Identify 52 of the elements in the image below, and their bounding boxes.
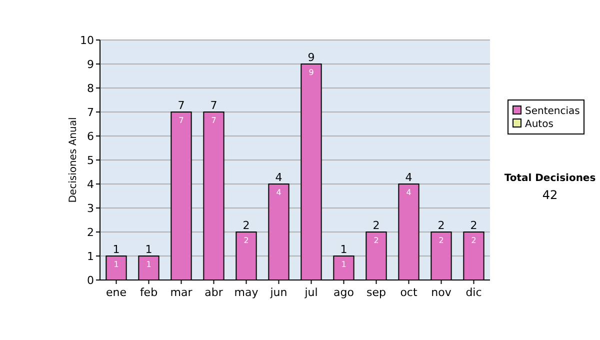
data-label: 2 (438, 236, 444, 245)
data-label: 4 (406, 188, 412, 197)
x-tick-label: jul (304, 286, 318, 299)
x-tick-label: ene (106, 286, 127, 299)
total-label: 2 (438, 219, 445, 232)
x-tick-label: may (234, 286, 259, 299)
x-tick-label: nov (431, 286, 452, 299)
y-tick-label: 10 (80, 34, 94, 47)
total-label: 1 (112, 243, 120, 256)
data-label: 2 (471, 236, 476, 245)
total-label: 2 (470, 219, 478, 232)
y-tick-label: 7 (87, 106, 94, 119)
data-label: 1 (146, 260, 152, 269)
total-label: 2 (372, 219, 380, 232)
data-label: 1 (114, 260, 119, 269)
total-label: 1 (145, 243, 152, 256)
total-label: 4 (405, 171, 412, 184)
y-tick-label: 4 (87, 178, 94, 191)
y-tick-label: 5 (87, 154, 94, 167)
total-label: 2 (242, 219, 250, 232)
x-tick-label: oct (400, 286, 418, 299)
y-tick-label: 3 (87, 202, 94, 215)
data-label: 2 (244, 236, 249, 245)
data-label: 9 (308, 68, 314, 77)
y-tick-label: 0 (87, 274, 94, 287)
legend-label: Autos (525, 119, 554, 130)
y-tick-label: 6 (87, 130, 94, 143)
x-tick-label: mar (170, 286, 193, 299)
x-tick-label: feb (140, 286, 158, 299)
x-tick-label: ago (334, 286, 354, 299)
y-tick-label: 8 (87, 82, 94, 95)
text: Total Decisiones (504, 173, 596, 184)
y-tick-label: 1 (87, 250, 94, 263)
data-label: 4 (276, 188, 282, 197)
total-label: 7 (210, 99, 218, 112)
x-tick-label: jun (269, 286, 288, 299)
y-tick-label: 2 (87, 226, 94, 239)
data-label: 7 (211, 116, 216, 125)
data-label: 2 (374, 236, 379, 245)
x-tick-label: abr (204, 286, 224, 299)
total-label: 1 (340, 243, 348, 256)
data-label: 1 (341, 260, 346, 269)
x-tick-label: dic (466, 286, 482, 299)
text: 42 (542, 188, 558, 202)
legend-label: Sentencias (525, 106, 580, 117)
x-tick-label: sep (366, 286, 386, 299)
data-label: 7 (178, 116, 184, 125)
y-axis-title: Decisiones Anual (68, 117, 79, 203)
total-label: 4 (275, 171, 282, 184)
total-label: 9 (308, 51, 315, 64)
total-label: 7 (178, 99, 185, 112)
y-tick-label: 9 (87, 58, 94, 71)
